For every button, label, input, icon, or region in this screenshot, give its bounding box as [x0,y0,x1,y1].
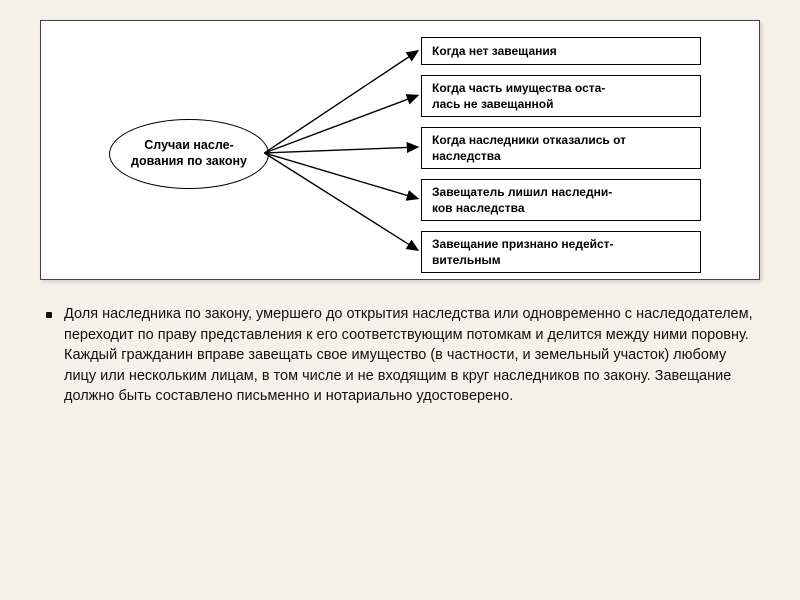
target-label-2: Когда наследники отказались от наследств… [432,132,690,164]
target-label-1: Когда часть имущества оста- лась не заве… [432,80,605,112]
target-label-3: Завещатель лишил наследни- ков наследств… [432,184,612,216]
target-box-0: Когда нет завещания [421,37,701,65]
target-box-4: Завещание признано недейст- вительным [421,231,701,273]
central-node: Случаи насле- дования по закону [109,119,269,189]
target-box-1: Когда часть имущества оста- лась не заве… [421,75,701,117]
paragraph-1: Доля наследника по закону, умершего до о… [64,306,753,343]
paragraph-2: Каждый гражданин вправе завещать свое им… [64,347,731,404]
diagram-container: Случаи насле- дования по закону Когда не… [40,20,760,280]
target-label-4: Завещание признано недейст- вительным [432,236,614,268]
central-label: Случаи насле- дования по закону [131,138,247,169]
target-box-3: Завещатель лишил наследни- ков наследств… [421,179,701,221]
body-text: Доля наследника по закону, умершего до о… [40,304,760,407]
target-label-0: Когда нет завещания [432,43,557,59]
target-box-2: Когда наследники отказались от наследств… [421,127,701,169]
